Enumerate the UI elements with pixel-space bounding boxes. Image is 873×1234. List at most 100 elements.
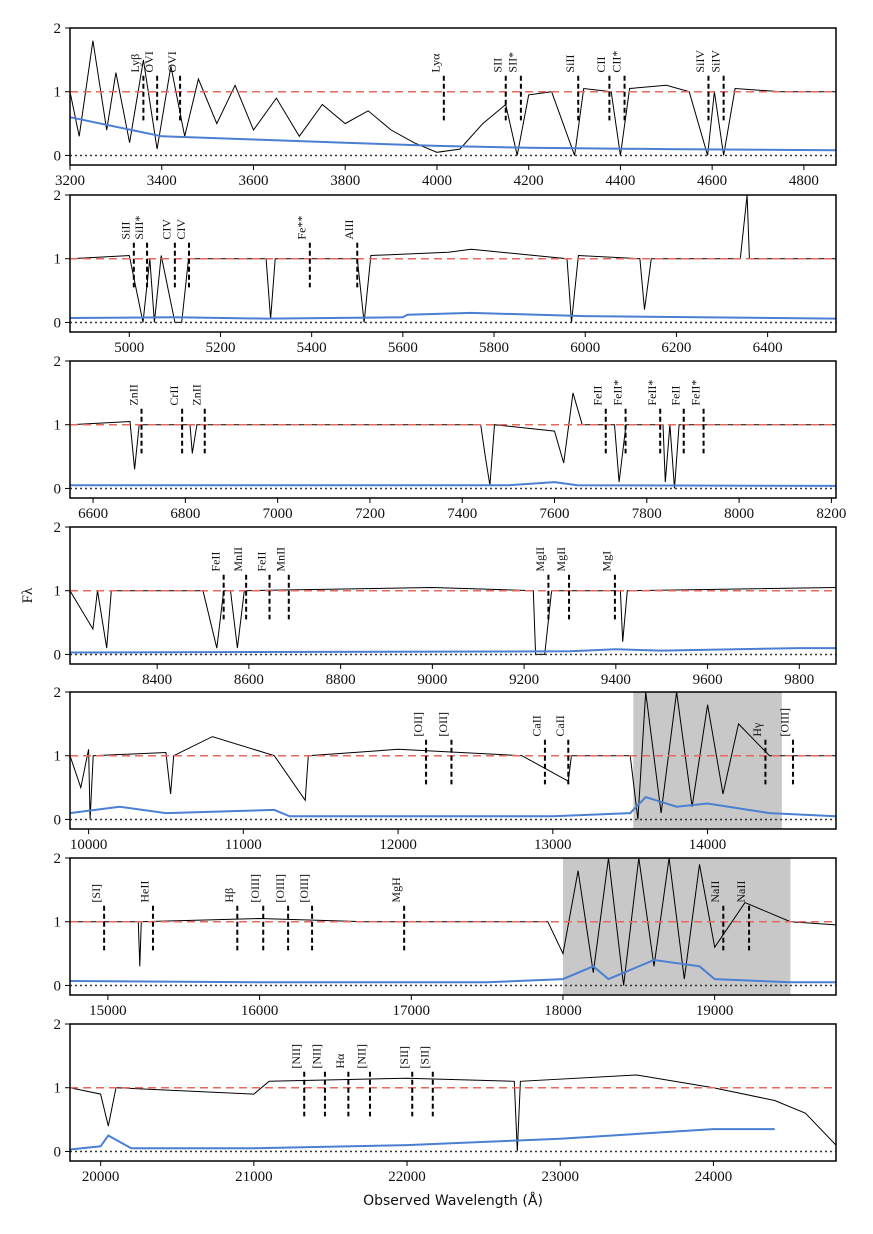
line-label: FeII* (610, 380, 624, 406)
line-label: SiIV (693, 50, 707, 73)
x-tick-label: 12000 (379, 837, 417, 853)
x-tick-label: 9000 (417, 672, 447, 688)
line-label: FeII (208, 552, 222, 572)
y-tick-label: 1 (54, 85, 62, 101)
flux-line (69, 1074, 837, 1152)
y-tick-label: 0 (54, 978, 62, 994)
x-tick-label: 5000 (114, 340, 144, 356)
x-axis-label: Observed Wavelength (Å) (363, 1192, 543, 1209)
error-line (69, 311, 837, 320)
line-label: FeII (254, 552, 268, 572)
x-tick-label: 6200 (661, 340, 691, 356)
y-tick-label: 2 (54, 188, 62, 204)
line-label: AlII (342, 220, 356, 240)
line-label: MnII (231, 547, 245, 572)
line-label: CaII (530, 715, 544, 736)
line-label: Hα (333, 1053, 347, 1069)
x-tick-label: 9600 (693, 672, 723, 688)
x-tick-label: 15000 (89, 1003, 127, 1019)
x-tick-label: 5800 (479, 340, 509, 356)
y-tick-label: 1 (54, 252, 62, 268)
y-tick-label: 0 (54, 812, 62, 828)
x-tick-label: 7800 (632, 506, 662, 522)
line-label: MnII (274, 547, 288, 572)
line-label: CII (594, 57, 608, 73)
x-tick-label: 4600 (697, 173, 727, 189)
x-tick-label: 8000 (724, 506, 754, 522)
x-tick-label: 21000 (235, 1169, 273, 1185)
x-tick-label: 22000 (388, 1169, 426, 1185)
x-tick-label: 7600 (540, 506, 570, 522)
plot-frame (69, 1023, 837, 1162)
line-label: ZnII (126, 384, 140, 405)
plot-frame (69, 360, 837, 499)
line-label: Lyα (429, 53, 443, 73)
line-label: FeII (590, 386, 604, 406)
x-tick-label: 5200 (205, 340, 235, 356)
line-label: Lyβ (128, 54, 142, 73)
x-tick-label: 19000 (696, 1003, 734, 1019)
shaded-region (633, 692, 782, 829)
y-tick-label: 2 (54, 851, 62, 867)
y-tick-label: 2 (54, 354, 62, 370)
error-line (69, 116, 837, 152)
line-label: SiIV (708, 50, 722, 73)
y-tick-label: 0 (54, 148, 62, 164)
line-label: [OII] (411, 712, 425, 737)
y-tick-label: 0 (54, 647, 62, 663)
line-label: SII* (506, 52, 520, 73)
error-line (69, 647, 836, 654)
line-label: [OIII] (778, 708, 792, 737)
line-label: SiII* (132, 216, 146, 240)
line-label: CII* (609, 51, 623, 73)
plot-frame (69, 691, 837, 830)
flux-line (69, 586, 837, 655)
x-tick-label: 8400 (142, 672, 172, 688)
x-tick-label: 6400 (753, 340, 783, 356)
x-tick-label: 3400 (147, 173, 177, 189)
line-label: NaII (734, 881, 748, 903)
y-tick-label: 1 (54, 584, 62, 600)
line-label: [SI] (89, 884, 103, 903)
line-label: SiII (563, 55, 577, 73)
x-tick-label: 7200 (355, 506, 385, 522)
plot-frame (69, 857, 837, 996)
line-label: SiII (119, 222, 133, 240)
line-label: OVI (142, 51, 156, 72)
x-tick-label: 8800 (326, 672, 356, 688)
line-label: [NII] (355, 1044, 369, 1069)
x-tick-label: 6800 (170, 506, 200, 522)
line-label: SII (490, 58, 504, 73)
line-label: CaII (553, 715, 567, 736)
line-label: CIV (160, 219, 174, 240)
line-label: [NII] (289, 1044, 303, 1069)
flux-line (69, 40, 836, 156)
x-tick-label: 9400 (601, 672, 631, 688)
x-tick-label: 9200 (509, 672, 539, 688)
x-tick-label: 3800 (330, 173, 360, 189)
x-tick-label: 5400 (297, 340, 327, 356)
plot-frame (69, 27, 837, 166)
y-tick-label: 0 (54, 315, 62, 331)
x-tick-label: 6600 (78, 506, 108, 522)
x-tick-label: 5600 (388, 340, 418, 356)
y-tick-label: 1 (54, 915, 62, 931)
flux-line (69, 691, 836, 820)
x-tick-label: 16000 (241, 1003, 279, 1019)
line-label: [OIII] (273, 874, 287, 903)
line-label: MgII (533, 547, 547, 572)
line-label: [OIII] (297, 874, 311, 903)
y-tick-label: 1 (54, 749, 62, 765)
x-tick-label: 17000 (393, 1003, 431, 1019)
line-label: Hβ (222, 888, 236, 903)
line-label: OVI (165, 51, 179, 72)
y-tick-label: 2 (54, 685, 62, 701)
x-tick-label: 23000 (541, 1169, 579, 1185)
x-tick-label: 3200 (55, 173, 85, 189)
line-label: CIV (174, 219, 188, 240)
x-tick-label: 8200 (816, 506, 846, 522)
line-label: HeII (138, 881, 152, 903)
y-tick-label: 2 (54, 1017, 62, 1033)
line-label: MgI (600, 551, 614, 572)
